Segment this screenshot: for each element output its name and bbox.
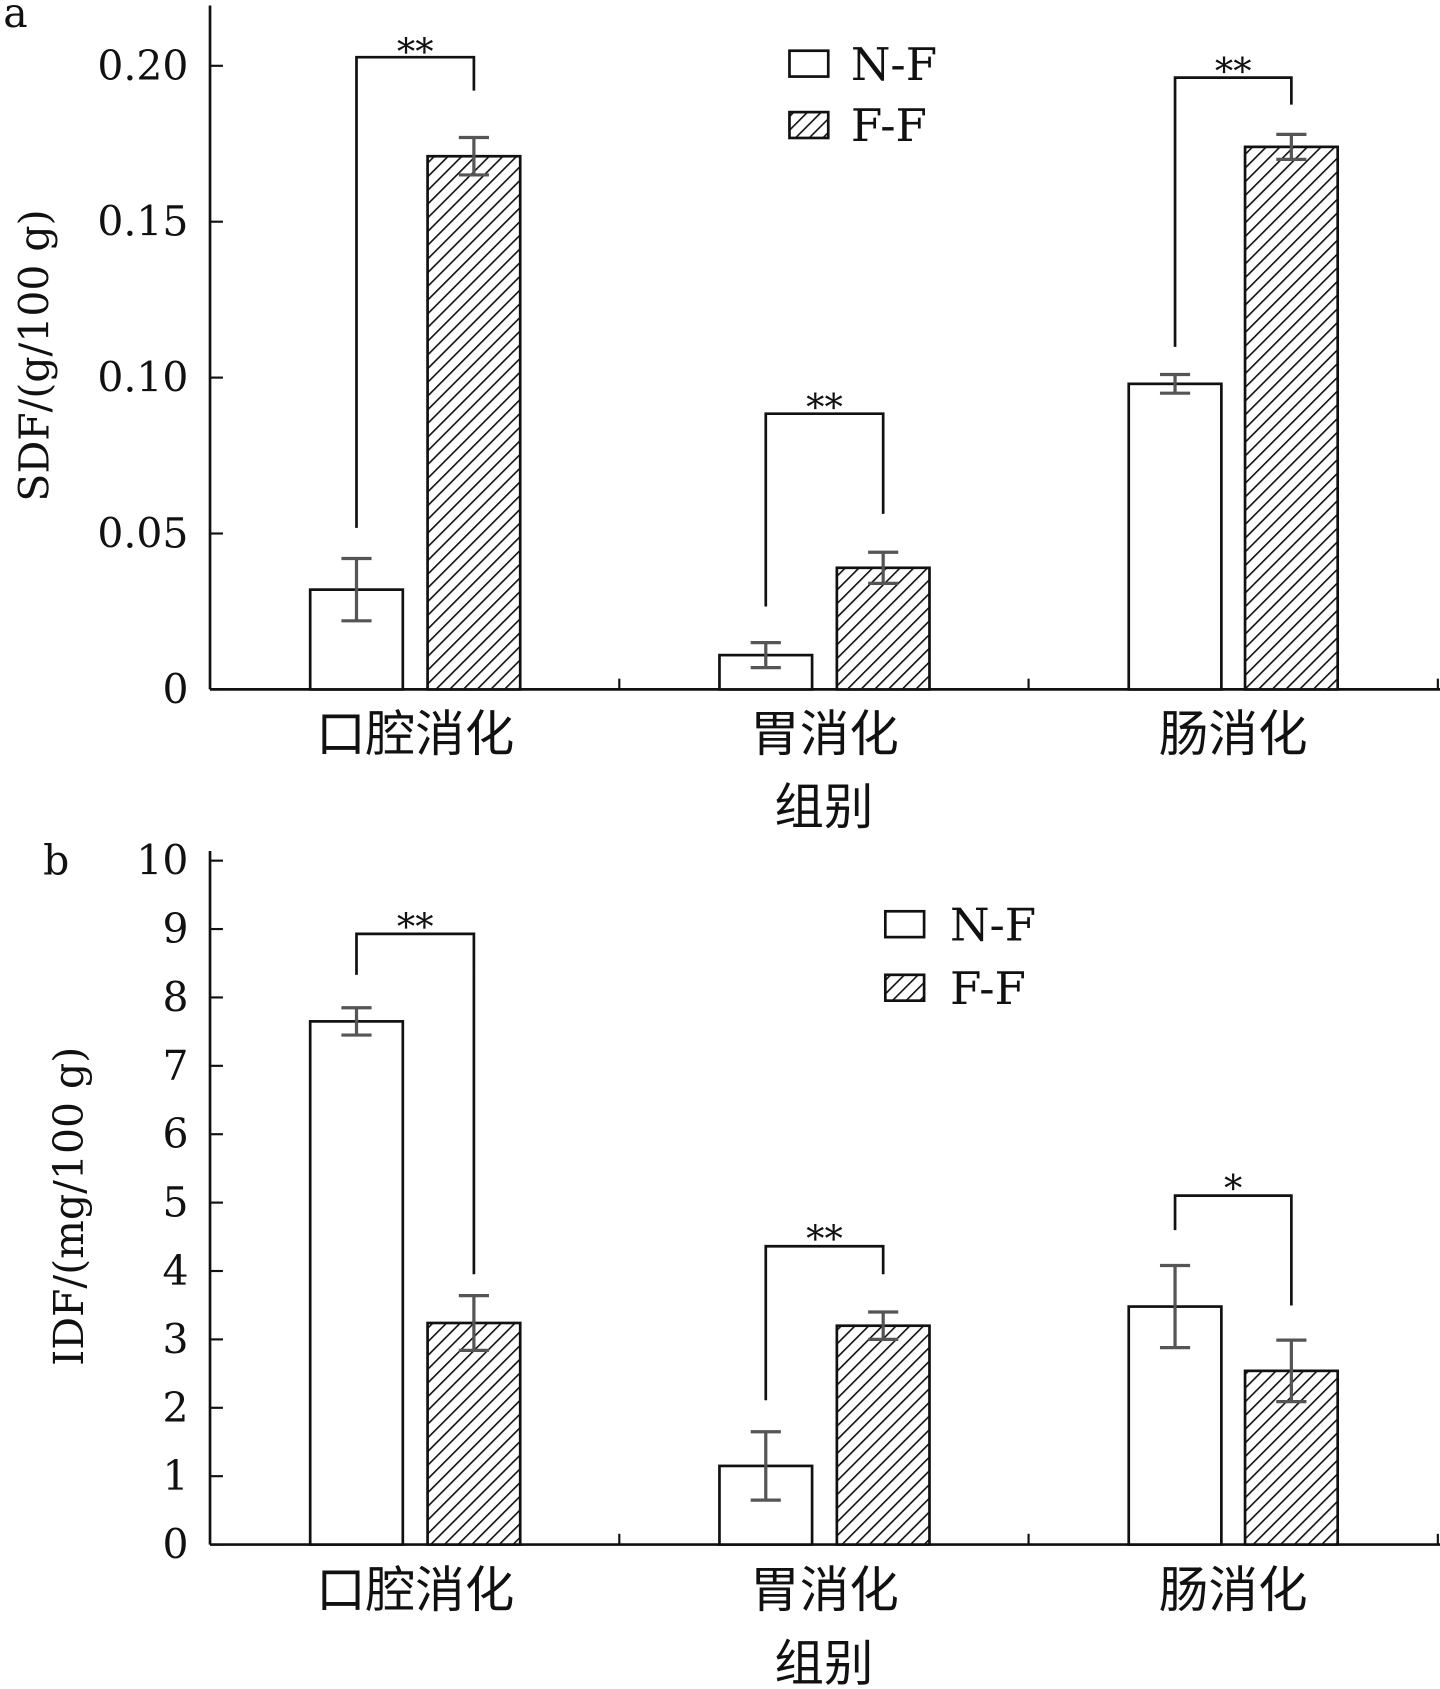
panel-label: b [43, 837, 69, 885]
significance-bracket [355, 55, 476, 528]
y-tick-label: 0.05 [97, 510, 188, 558]
x-tick-label: 口腔消化 [316, 1561, 514, 1619]
legend-swatch-f-f [883, 973, 926, 1003]
panel-b-idf-chart: b 0 1 2 3 4 5 6 7 8 9 10 IDF/(mg/100 g) 组别 口腔消化 胃消化 肠消化 *… [43, 837, 1440, 1689]
y-axis-label: SDF/(g/100 g) [10, 209, 58, 501]
bar-f-f-0 [426, 154, 522, 691]
x-axis-label: 组别 [774, 1634, 873, 1689]
y-tick-label: 6 [162, 1110, 188, 1158]
panel-label: a [3, 0, 27, 37]
x-tick-label: 胃消化 [750, 705, 899, 763]
y-tick-label: 2 [162, 1384, 188, 1432]
legend-swatch-f-f [788, 110, 830, 140]
legend-swatch-n-f [883, 909, 926, 939]
significance-bracket [1173, 1194, 1293, 1306]
bar-n-f-0 [308, 1020, 405, 1546]
y-tick-label: 4 [162, 1247, 188, 1295]
y-tick-label: 8 [162, 973, 188, 1021]
bar-f-f-0 [426, 1321, 522, 1546]
y-tick-label: 1 [162, 1452, 188, 1500]
y-tick-label: 5 [162, 1179, 188, 1227]
panel-a-sdf-chart: a 0 0.05 0.10 0.15 0.20 SDF/(g/100 g) 组别 口腔消化 胃消化… [3, 0, 1440, 836]
significance-label: ** [397, 31, 434, 74]
x-tick-label: 口腔消化 [316, 705, 514, 763]
bar-f-f-1 [835, 1324, 931, 1546]
significance-bracket [1173, 76, 1293, 347]
bar-f-f-2 [1243, 145, 1340, 691]
y-tick-label: 0 [162, 1521, 188, 1569]
y-tick-label: 10 [136, 837, 188, 885]
x-tick-label: 肠消化 [1159, 1561, 1308, 1619]
y-tick-label: 7 [162, 1042, 188, 1090]
significance-label: ** [806, 386, 843, 429]
significance-label: ** [1215, 50, 1252, 93]
x-tick-label: 肠消化 [1159, 705, 1308, 763]
y-tick-label: 0.10 [97, 354, 188, 402]
bar-f-f-1 [835, 566, 931, 691]
bar-n-f-2 [1127, 382, 1223, 691]
significance-label: * [1224, 1167, 1242, 1210]
significance-bracket [764, 1244, 885, 1401]
y-tick-label: 0 [162, 665, 188, 713]
x-axis-label: 组别 [774, 778, 873, 836]
y-tick-label: 3 [162, 1315, 188, 1363]
legend-label: N-F [950, 898, 1036, 951]
legend-label: F-F [950, 962, 1026, 1015]
y-tick-label: 9 [162, 905, 188, 953]
y-tick-label: 0.20 [97, 42, 188, 90]
legend-swatch-n-f [788, 49, 830, 78]
significance-bracket [355, 932, 476, 1275]
x-tick-label: 胃消化 [750, 1561, 899, 1619]
legend-label: F-F [851, 99, 927, 152]
legend-label: N-F [851, 38, 937, 91]
y-tick-label: 0.15 [97, 198, 188, 246]
significance-label: ** [397, 905, 434, 948]
significance-label: ** [806, 1218, 843, 1261]
significance-bracket [764, 412, 885, 607]
y-axis-label: IDF/(mg/100 g) [45, 1047, 93, 1366]
